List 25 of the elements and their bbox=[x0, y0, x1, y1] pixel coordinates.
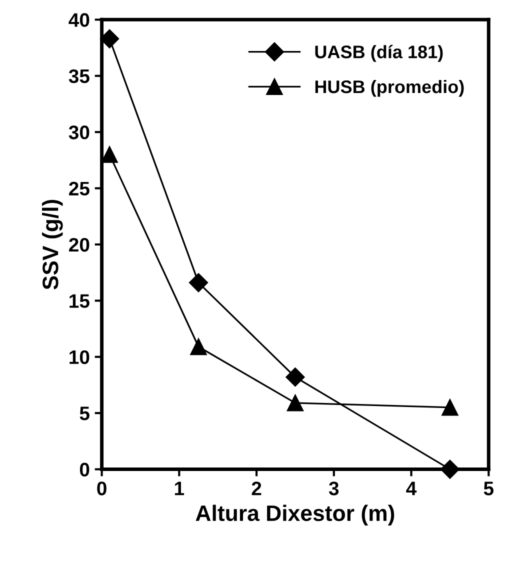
y-tick-label: 5 bbox=[80, 406, 90, 420]
legend-label: UASB (día 181) bbox=[315, 44, 443, 62]
y-tick-label: 40 bbox=[68, 13, 90, 27]
point bbox=[286, 394, 304, 412]
point bbox=[188, 273, 208, 292]
y-axis-title: SSV (g/l) bbox=[42, 200, 63, 290]
x-tick-label: 2 bbox=[252, 482, 262, 496]
point bbox=[286, 368, 305, 387]
y-tick-label: 15 bbox=[70, 294, 90, 308]
x-tick-label: 3 bbox=[328, 482, 339, 496]
y-tick-label: 35 bbox=[68, 69, 90, 84]
point bbox=[442, 399, 458, 416]
x-tick-label: 4 bbox=[406, 482, 417, 496]
x-tick-label: 1 bbox=[174, 482, 184, 496]
point bbox=[100, 29, 120, 48]
x-tick-label: 5 bbox=[484, 482, 494, 496]
legend-label: HUSB (promedio) bbox=[315, 80, 464, 97]
y-tick-label: 0 bbox=[80, 462, 90, 477]
x-axis-title: Altura Dixestor (m) bbox=[196, 504, 394, 526]
y-tick-label: 30 bbox=[68, 126, 90, 140]
y-tick-label: 10 bbox=[70, 350, 90, 364]
point bbox=[190, 338, 207, 356]
x-tick-label: 0 bbox=[97, 482, 106, 496]
y-tick-label: 25 bbox=[69, 182, 90, 196]
y-tick-label: 20 bbox=[69, 238, 90, 252]
